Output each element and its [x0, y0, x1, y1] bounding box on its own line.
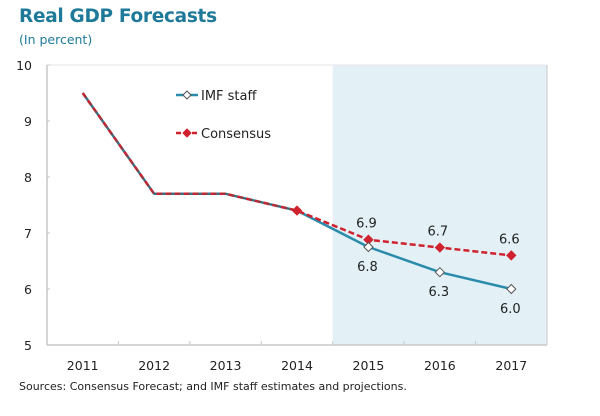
- y-tick-label: 8: [24, 170, 32, 185]
- data-label-imf-staff: 6.3: [429, 285, 450, 300]
- data-label-imf-staff: 6.8: [357, 260, 378, 275]
- x-axis-ticks: 2011 2012 2013 2014 2015 2016 2017: [67, 341, 527, 373]
- y-tick-label: 6: [24, 282, 32, 297]
- data-labels: 6.9 6.7 6.6 6.8 6.3 6.0: [356, 217, 521, 317]
- x-tick-label: 2014: [281, 358, 313, 373]
- marker-imf-staff: [434, 266, 446, 278]
- marker-imf-staff: [363, 241, 374, 253]
- x-tick-label: 2011: [67, 358, 99, 373]
- y-tick-label: 10: [16, 58, 32, 73]
- forecast-shaded-region: [332, 65, 547, 345]
- data-label-imf-staff: 6.0: [500, 302, 521, 317]
- x-tick-label: 2012: [138, 358, 170, 373]
- data-label-consensus: 6.7: [428, 225, 449, 240]
- y-tick-label: 9: [24, 114, 32, 129]
- x-tick-label: 2016: [424, 358, 456, 373]
- axes: [46, 64, 548, 346]
- shared-segment-overlay: [82, 92, 298, 212]
- series-group: [81, 92, 517, 295]
- source-note: Sources: Consensus Forecast; and IMF sta…: [19, 380, 407, 393]
- y-tick-label: 5: [24, 338, 32, 353]
- legend-label-imf-staff: IMF staff: [201, 89, 257, 104]
- marker-imf-staff: [506, 283, 517, 295]
- x-tick-label: 2017: [495, 358, 527, 373]
- marker-consensus: [506, 250, 517, 261]
- marker-consensus: [291, 205, 303, 216]
- chart-subtitle: (In percent): [19, 32, 93, 47]
- y-axis-ticks: 5 6 7 8 9 10: [16, 58, 50, 353]
- data-label-consensus: 6.9: [356, 217, 377, 232]
- legend-label-consensus: Consensus: [201, 127, 271, 142]
- legend: IMF staff Consensus: [176, 89, 271, 142]
- y-tick-label: 7: [24, 226, 32, 241]
- x-tick-label: 2013: [210, 358, 242, 373]
- data-label-consensus: 6.6: [499, 232, 520, 247]
- x-tick-label: 2015: [353, 358, 385, 373]
- legend-marker-consensus: [182, 128, 192, 138]
- legend-marker-imf-staff: [182, 90, 192, 100]
- marker-consensus: [434, 242, 446, 253]
- chart-title: Real GDP Forecasts: [19, 6, 217, 27]
